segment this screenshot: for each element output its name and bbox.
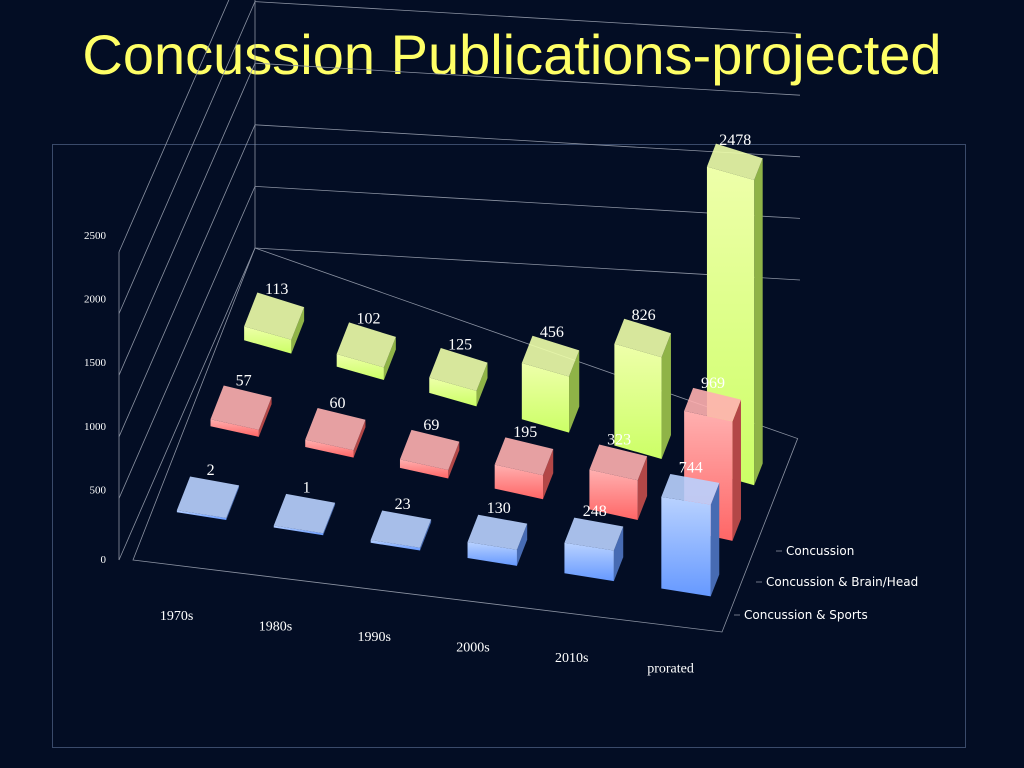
bar-side [448,441,460,479]
legend-entry: Concussion & Sports [744,608,868,622]
bar-top [336,322,396,368]
bar-side [476,362,488,407]
data-label: 456 [540,324,564,341]
bar-top [370,510,432,548]
bar-side [516,523,528,566]
gridline-left [118,124,256,437]
data-label: 323 [607,431,631,448]
bar-top [399,429,460,470]
data-label: 57 [236,372,252,389]
bar-2000s-series-1 [494,464,543,500]
bar-2000s-series-2 [467,542,517,566]
bar-side [420,519,432,551]
bar-1970s-series-1 [210,419,259,437]
legend-entry: Concussion [786,544,854,558]
y-tick-label: 0 [101,554,107,566]
x-tick-label: prorated [647,661,694,676]
bar-top [706,143,763,181]
y-tick-label: 500 [90,484,107,496]
bar-2010s-series-2 [564,542,614,582]
bar-1990s-series-1 [399,459,449,479]
x-tick-label: 1970s [160,609,193,624]
y-tick-label: 1500 [84,357,107,369]
bar-side [226,485,240,521]
bar-2000s-series-0 [521,363,570,433]
bar-1980s-series-2 [273,525,324,536]
bar-side [754,158,763,486]
bar-1970s-series-2 [176,510,227,521]
x-tick-label: 1990s [357,630,390,645]
y-tick-label: 1000 [84,421,107,433]
data-label: 744 [679,459,703,476]
data-label: 23 [395,496,411,513]
y-tick-label: 2000 [84,294,107,306]
gridline-back [254,1,801,34]
y-tick-label: 2500 [84,230,107,242]
bar-side [353,419,366,458]
bar-side [291,307,305,354]
data-label: 1 [303,479,311,496]
bar-side [258,397,272,437]
gridline-left [118,0,230,253]
data-label: 130 [487,500,511,517]
bar-side [542,449,554,500]
bar-top [244,292,305,340]
bar-top [467,514,528,550]
bar-side [732,399,741,541]
bar-1990s-series-2 [370,539,421,551]
x-tick-label: 2010s [555,651,588,666]
bar-1980s-series-0 [336,354,384,381]
bar-side [569,350,580,433]
gridline-left [118,63,256,376]
bar-2010s-series-1 [589,469,638,521]
data-label: 2478 [719,132,751,149]
bar-side [383,336,396,381]
bar-top [176,476,240,519]
bar-prorated-series-2 [661,496,711,597]
data-label: 60 [330,395,346,412]
chart-frame [52,144,966,748]
bar-top [589,444,648,481]
bar-top [494,437,554,476]
data-label: 195 [513,424,537,441]
x-tick-label: 1980s [259,620,292,635]
legend-entry: Concussion & Brain/Head [766,575,918,589]
data-label: 248 [583,503,607,520]
data-label: 826 [632,307,656,324]
gridline-left [118,247,256,561]
bar-top [210,385,272,430]
chart-floor [132,247,799,633]
bar-side [661,333,671,459]
bar-top [305,408,366,451]
data-label: 102 [356,311,380,328]
gridline-left [118,186,256,499]
bar-side [710,482,720,597]
bar-top [429,348,488,391]
bar-side [613,526,624,582]
bar-1980s-series-1 [305,439,354,458]
bar-1970s-series-0 [244,326,292,354]
data-label: 113 [265,281,288,298]
gridline-back [254,62,801,96]
bar-top [684,387,741,422]
gridline-left [118,1,256,314]
bar-top [273,493,336,534]
x-tick-label: 2000s [456,640,489,655]
bar-1990s-series-0 [429,377,477,407]
bar-2010s-series-0 [614,343,662,459]
data-label: 2 [207,462,215,479]
data-label: 69 [423,417,439,434]
bar-top [661,473,720,505]
bar-top [521,335,580,377]
bar-side [637,456,648,521]
bar-top [564,517,624,551]
gridline-back [254,124,801,158]
bar-top [614,318,671,358]
bar-side [323,502,336,536]
data-label: 125 [448,336,472,353]
data-label: 969 [701,375,725,392]
